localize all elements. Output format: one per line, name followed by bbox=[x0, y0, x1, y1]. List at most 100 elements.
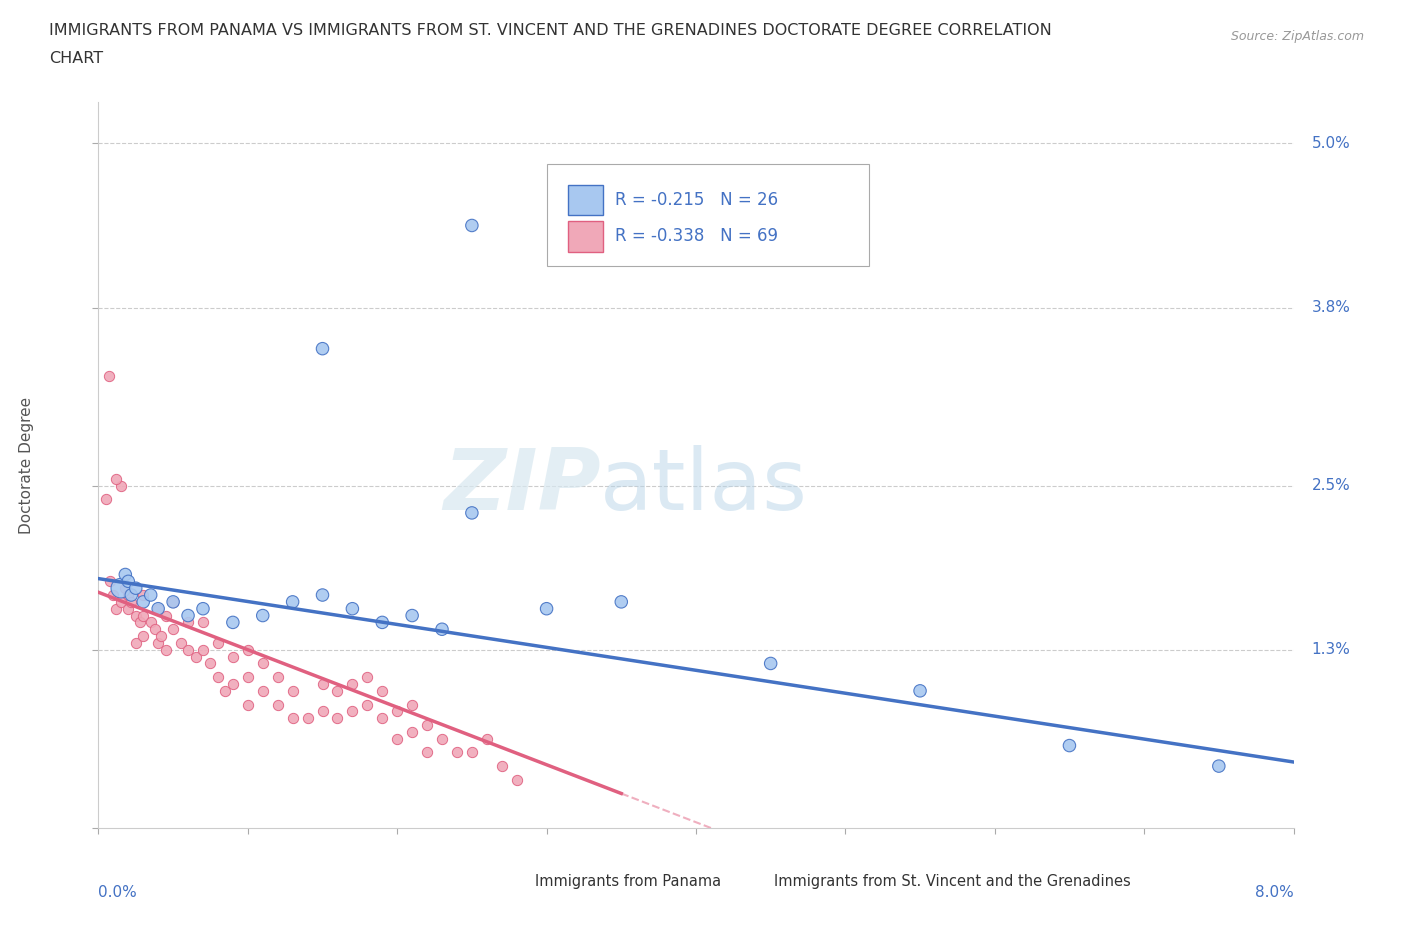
Point bbox=[908, 684, 931, 698]
Point bbox=[132, 608, 155, 623]
Point bbox=[252, 608, 274, 623]
Point bbox=[200, 656, 222, 671]
Point bbox=[117, 602, 139, 617]
Point bbox=[1059, 738, 1081, 753]
Point bbox=[475, 731, 498, 746]
Point bbox=[155, 643, 177, 658]
Point bbox=[491, 759, 513, 774]
Point bbox=[461, 218, 484, 232]
Text: IMMIGRANTS FROM PANAMA VS IMMIGRANTS FROM ST. VINCENT AND THE GRENADINES DOCTORA: IMMIGRANTS FROM PANAMA VS IMMIGRANTS FRO… bbox=[49, 23, 1052, 38]
Text: 0.0%: 0.0% bbox=[98, 885, 138, 900]
Point bbox=[143, 622, 166, 637]
Point bbox=[110, 580, 132, 595]
Point bbox=[150, 629, 173, 644]
Point bbox=[311, 588, 333, 603]
Point bbox=[1208, 759, 1230, 774]
Point bbox=[98, 574, 122, 589]
Point bbox=[177, 608, 200, 623]
Point bbox=[125, 635, 148, 650]
Point bbox=[177, 615, 200, 630]
Point bbox=[610, 594, 633, 609]
Point bbox=[132, 594, 155, 609]
Point bbox=[461, 745, 484, 760]
Point bbox=[430, 622, 453, 637]
Point bbox=[401, 608, 423, 623]
Point bbox=[401, 724, 423, 739]
Point bbox=[177, 643, 200, 658]
Text: 2.5%: 2.5% bbox=[1312, 478, 1350, 493]
Point bbox=[110, 594, 132, 609]
Point bbox=[132, 588, 155, 603]
Point bbox=[371, 711, 394, 725]
Point bbox=[371, 615, 394, 630]
Point bbox=[385, 704, 409, 719]
Point bbox=[162, 594, 184, 609]
Point bbox=[222, 676, 245, 691]
Point bbox=[148, 602, 170, 617]
Point bbox=[236, 670, 259, 684]
Point bbox=[759, 656, 782, 671]
Text: Doctorate Degree: Doctorate Degree bbox=[20, 396, 34, 534]
Point bbox=[252, 684, 274, 698]
Point bbox=[326, 711, 349, 725]
Point bbox=[342, 676, 364, 691]
Point bbox=[236, 698, 259, 712]
Point bbox=[342, 704, 364, 719]
Text: 5.0%: 5.0% bbox=[1312, 136, 1350, 151]
Point bbox=[162, 622, 184, 637]
Point bbox=[148, 602, 170, 617]
Point bbox=[416, 718, 439, 733]
Point bbox=[139, 588, 162, 603]
Point bbox=[184, 649, 207, 664]
Point bbox=[129, 615, 152, 630]
Point bbox=[148, 635, 170, 650]
Text: CHART: CHART bbox=[49, 51, 103, 66]
Point bbox=[311, 341, 333, 356]
Text: atlas: atlas bbox=[600, 445, 808, 528]
FancyBboxPatch shape bbox=[547, 164, 869, 266]
Text: ZIP: ZIP bbox=[443, 445, 600, 528]
Text: Source: ZipAtlas.com: Source: ZipAtlas.com bbox=[1230, 30, 1364, 43]
Point bbox=[311, 704, 333, 719]
Point bbox=[162, 594, 184, 609]
Point bbox=[94, 492, 117, 507]
Point bbox=[281, 594, 304, 609]
FancyBboxPatch shape bbox=[741, 870, 770, 893]
Text: R = -0.215   N = 26: R = -0.215 N = 26 bbox=[614, 192, 778, 209]
Point bbox=[114, 580, 136, 595]
Point bbox=[536, 602, 558, 617]
Point bbox=[281, 684, 304, 698]
Point bbox=[105, 472, 128, 486]
Point bbox=[342, 602, 364, 617]
Point bbox=[267, 670, 290, 684]
FancyBboxPatch shape bbox=[568, 185, 603, 216]
Point bbox=[169, 635, 191, 650]
Text: R = -0.338   N = 69: R = -0.338 N = 69 bbox=[614, 228, 778, 246]
Point bbox=[110, 478, 132, 493]
Point bbox=[401, 698, 423, 712]
FancyBboxPatch shape bbox=[502, 870, 531, 893]
Point bbox=[105, 602, 128, 617]
Point bbox=[117, 574, 139, 589]
Point bbox=[191, 643, 214, 658]
Point bbox=[311, 676, 333, 691]
Point bbox=[416, 745, 439, 760]
Point bbox=[103, 588, 125, 603]
Point bbox=[120, 588, 142, 603]
Point bbox=[191, 615, 214, 630]
Point bbox=[155, 608, 177, 623]
Point bbox=[120, 594, 142, 609]
Point bbox=[267, 698, 290, 712]
Point bbox=[191, 602, 214, 617]
Point bbox=[281, 711, 304, 725]
Point bbox=[506, 772, 529, 787]
Point bbox=[430, 731, 453, 746]
Point bbox=[252, 656, 274, 671]
Point bbox=[297, 711, 319, 725]
Point bbox=[236, 643, 259, 658]
Point bbox=[125, 580, 148, 595]
Point bbox=[222, 649, 245, 664]
Point bbox=[207, 635, 229, 650]
Point bbox=[356, 670, 378, 684]
Point bbox=[125, 608, 148, 623]
